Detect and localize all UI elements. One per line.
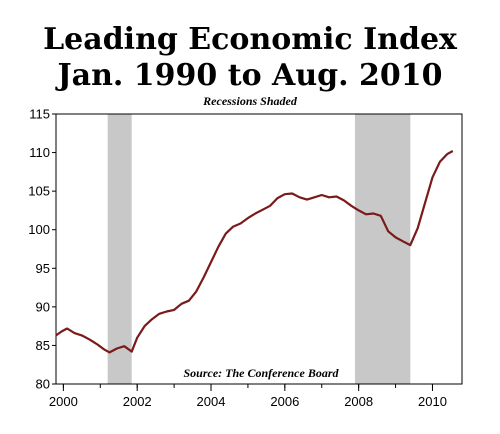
plot-area <box>55 113 463 385</box>
source-note: Source: The Conference Board <box>184 366 340 380</box>
recession-band-0 <box>107 114 132 384</box>
x-tick-label: 2008 <box>344 394 373 409</box>
chart-subtitle: Recessions Shaded <box>203 94 297 108</box>
y-axis: 80 85 90 95 100 105 110 115 <box>28 107 56 392</box>
y-tick-label: 115 <box>29 107 50 122</box>
x-axis: 2000 2002 2004 2006 2008 2010 <box>49 384 447 409</box>
chart-title: Leading Economic Index Jan. 1990 to Aug.… <box>0 22 500 94</box>
y-tick-label: 85 <box>36 338 50 353</box>
chart-title-line2: Jan. 1990 to Aug. 2010 <box>57 58 443 93</box>
y-tick-label: 100 <box>28 222 50 237</box>
y-tick-label: 80 <box>36 377 50 392</box>
x-tick-label: 2000 <box>49 394 78 409</box>
x-tick-label: 2004 <box>197 394 226 409</box>
y-tick-label: 90 <box>36 299 50 314</box>
recession-bands <box>107 114 411 384</box>
x-tick-label: 2010 <box>418 394 447 409</box>
x-tick-label: 2006 <box>270 394 299 409</box>
x-tick-label: 2002 <box>123 394 152 409</box>
chart-title-line1: Leading Economic Index <box>43 22 457 57</box>
recession-band-1 <box>354 114 411 384</box>
y-tick-label: 95 <box>36 261 50 276</box>
y-tick-label: 105 <box>28 184 50 199</box>
y-tick-label: 110 <box>29 145 50 160</box>
series-line <box>55 150 454 354</box>
